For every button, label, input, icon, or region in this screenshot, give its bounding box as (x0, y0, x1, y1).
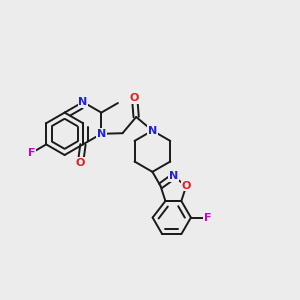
Text: N: N (78, 97, 88, 107)
Text: N: N (169, 172, 178, 182)
Text: N: N (97, 129, 106, 139)
Text: O: O (130, 93, 140, 103)
Text: F: F (28, 148, 35, 158)
Text: O: O (76, 158, 85, 167)
Text: F: F (204, 213, 211, 223)
Text: N: N (148, 126, 157, 136)
Text: O: O (182, 181, 191, 191)
